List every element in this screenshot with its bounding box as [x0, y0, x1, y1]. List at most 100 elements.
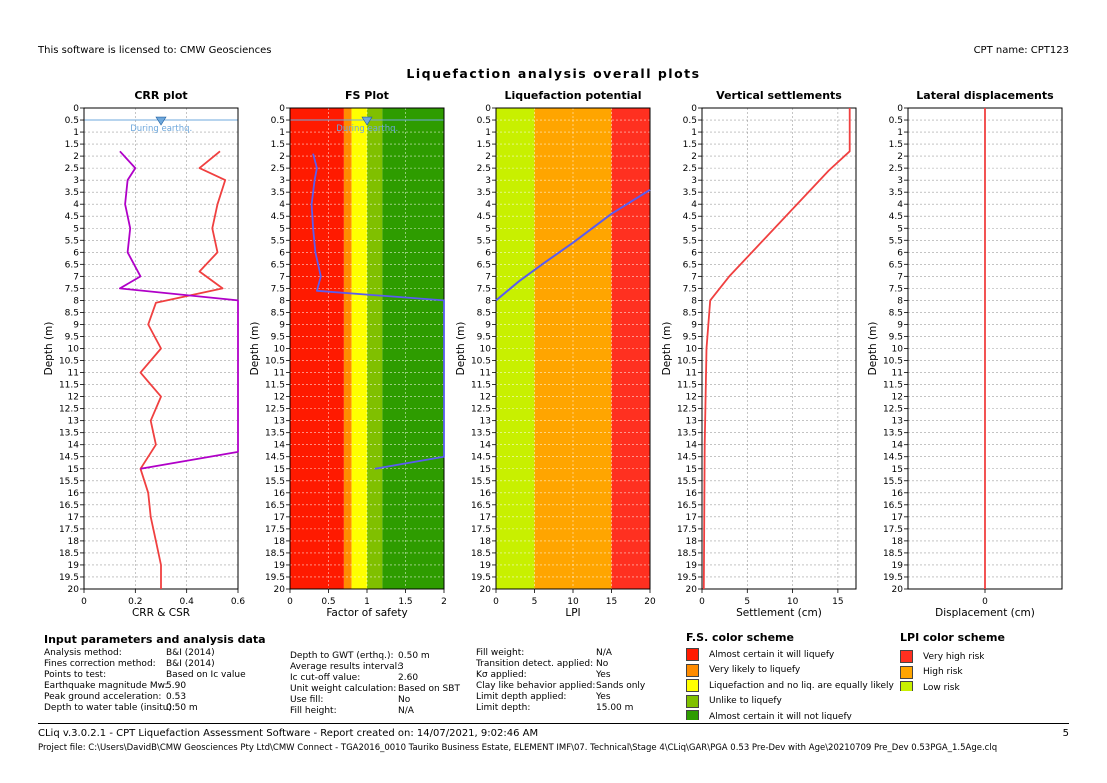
y-tick-label: 15.5 [59, 477, 79, 487]
x-tick-label: 10 [567, 597, 579, 607]
y-tick-label: 3 [73, 176, 79, 186]
x-tick-label: 5 [532, 597, 538, 607]
y-tick-label: 0.5 [65, 116, 79, 126]
water-table-icon [361, 116, 373, 126]
y-axis-label: Depth (m) [661, 322, 673, 376]
y-tick-label: 10 [480, 345, 492, 355]
y-tick-label: 3 [279, 176, 285, 186]
cpt-name: CPT name: CPT123 [973, 45, 1069, 56]
series-fs-line [310, 153, 445, 470]
param-value: 2.60 [398, 673, 419, 683]
param-label: Peak ground acceleration: [44, 692, 162, 702]
y-tick-label: 20 [274, 585, 286, 595]
param-label: Limit depth applied: [476, 692, 567, 702]
input-col2: Depth to GWT (erthq.): Average results i… [290, 651, 460, 717]
y-tick-label: 15.5 [471, 477, 491, 487]
y-tick-label: 15.5 [265, 477, 285, 487]
y-tick-label: 2.5 [477, 164, 491, 174]
x-tick-label: 15 [832, 597, 843, 607]
footer-project-file: Project file: C:\Users\DavidB\CMW Geosci… [38, 743, 998, 753]
param-value: 15.00 m [596, 703, 634, 713]
legend-label: Very likely to liquefy [709, 665, 801, 676]
y-tick-label: 7 [691, 272, 697, 282]
y-tick-label: 2.5 [683, 164, 697, 174]
y-tick-label: 18 [892, 537, 904, 547]
y-tick-label: 1 [73, 128, 79, 138]
y-tick-label: 4.5 [271, 212, 285, 222]
y-tick-label: 6.5 [889, 260, 903, 270]
x-tick-label: 20 [644, 597, 656, 607]
y-tick-label: 12 [686, 393, 697, 403]
fs-legend-title: F.S. color scheme [686, 631, 794, 644]
y-tick-label: 15 [68, 465, 79, 475]
y-tick-label: 14 [686, 441, 698, 451]
y-tick-label: 18 [68, 537, 80, 547]
param-label: Fill height: [290, 706, 337, 716]
param-value: Based on SBT [398, 684, 460, 694]
param-value: Yes [596, 670, 611, 680]
legend-label: Low risk [923, 682, 960, 691]
y-tick-label: 7 [73, 272, 79, 282]
y-tick-label: 12.5 [883, 405, 903, 415]
x-axis-label: LPI [565, 607, 580, 619]
y-tick-label: 4 [691, 200, 697, 210]
y-tick-label: 16 [68, 489, 80, 499]
y-tick-label: 13.5 [883, 429, 903, 439]
y-tick-label: 8 [73, 296, 79, 306]
gwt-label: During earthq. [130, 124, 192, 134]
legend-label: High risk [923, 667, 963, 678]
series-settlement-line [702, 108, 851, 590]
x-tick-label: 10 [787, 597, 799, 607]
y-tick-label: 2 [279, 152, 285, 162]
y-tick-label: 11.5 [883, 381, 903, 391]
y-tick-label: 17 [480, 513, 491, 523]
y-tick-label: 15.5 [677, 477, 697, 487]
y-axis-label: Depth (m) [249, 322, 261, 376]
param-label: Fill weight: [476, 648, 525, 658]
legend-label: Unlike to liquefy [709, 696, 782, 707]
y-tick-label: 0 [279, 104, 285, 114]
x-tick-label: 0.6 [231, 597, 246, 607]
y-tick-label: 6 [485, 248, 491, 258]
license-text: This software is licensed to: CMW Geosci… [38, 45, 272, 56]
y-tick-label: 9 [691, 320, 697, 330]
y-tick-label: 4.5 [889, 212, 903, 222]
y-tick-label: 14 [68, 441, 80, 451]
y-tick-label: 9.5 [683, 332, 697, 342]
param-label: Fines correction method: [44, 659, 156, 669]
y-tick-label: 2 [485, 152, 491, 162]
lpi-legend-item: Very high risk [900, 649, 984, 665]
y-tick-label: 9 [897, 320, 903, 330]
y-tick-label: 16.5 [471, 501, 491, 511]
plots-canvas: During earthq.00.511.522.533.544.555.566… [43, 104, 1063, 619]
y-tick-label: 7.5 [271, 284, 285, 294]
y-tick-label: 8.5 [683, 308, 697, 318]
lpi-legend-item: Low risk [900, 680, 984, 691]
param-value: Based on Ic value [166, 670, 246, 680]
y-tick-label: 17 [686, 513, 697, 523]
y-tick-label: 12 [68, 393, 79, 403]
y-tick-label: 11 [274, 369, 285, 379]
x-tick-label: 0 [699, 597, 705, 607]
y-tick-label: 10.5 [265, 357, 285, 367]
y-tick-label: 8.5 [65, 308, 79, 318]
fs-legend-item: Almost certain it will not liquefy [686, 709, 894, 720]
y-axis-label: Depth (m) [43, 322, 55, 376]
y-tick-label: 14 [480, 441, 492, 451]
page-number: 5 [1062, 728, 1069, 739]
y-tick-label: 15 [686, 465, 697, 475]
y-tick-label: 19.5 [471, 573, 491, 583]
y-tick-label: 17 [274, 513, 285, 523]
y-tick-label: 19 [480, 561, 492, 571]
y-tick-label: 9.5 [889, 332, 903, 342]
y-tick-label: 7.5 [683, 284, 697, 294]
y-tick-label: 5 [279, 224, 285, 234]
legend-label: Almost certain it will liquefy [709, 649, 835, 660]
y-tick-label: 3.5 [65, 188, 79, 198]
y-tick-label: 18.5 [471, 549, 491, 559]
legend-label: Very high risk [923, 651, 985, 662]
param-value: 3 [398, 662, 404, 672]
x-tick-label: 0 [982, 597, 988, 607]
param-label: Depth to GWT (erthq.): [290, 651, 394, 661]
fs-legend-item: Almost certain it will liquefy [686, 647, 894, 663]
